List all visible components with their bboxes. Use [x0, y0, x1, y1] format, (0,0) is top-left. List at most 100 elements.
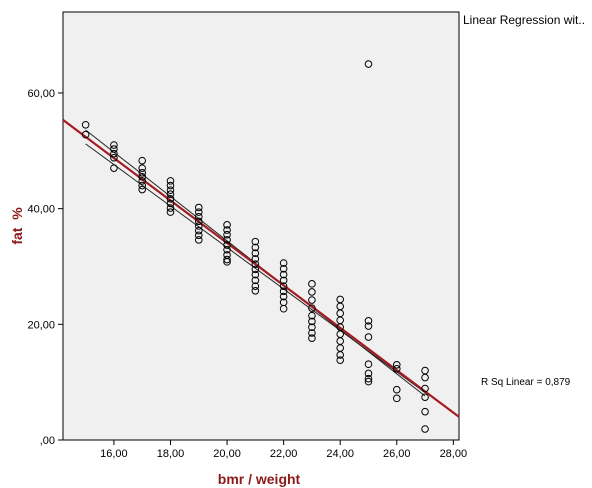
y-axis-title: fat %	[9, 207, 25, 245]
data-point	[308, 334, 316, 343]
data-point	[392, 385, 401, 394]
data-point	[364, 317, 373, 325]
data-point	[223, 221, 231, 229]
data-point	[279, 270, 288, 279]
data-point	[364, 377, 373, 386]
data-point	[308, 304, 316, 312]
data-point	[251, 260, 260, 268]
data-point	[279, 259, 288, 267]
data-point	[308, 288, 316, 296]
data-point	[251, 276, 260, 285]
data-point	[81, 130, 90, 139]
data-point	[279, 265, 288, 273]
x-tick-label: 22,00	[270, 448, 298, 460]
data-point	[223, 245, 231, 254]
data-point	[308, 296, 316, 304]
y-tick-label: 60,00	[27, 88, 55, 100]
data-point	[194, 222, 203, 230]
data-point	[251, 255, 260, 263]
data-point	[308, 323, 316, 332]
data-point	[223, 236, 231, 244]
data-point	[364, 360, 373, 369]
data-point	[251, 265, 260, 274]
data-point	[110, 141, 118, 149]
data-point	[110, 153, 118, 162]
x-tick-label: 24,00	[326, 448, 354, 460]
data-point	[251, 249, 260, 257]
data-point	[223, 230, 231, 239]
data-point	[364, 60, 373, 68]
data-point	[138, 168, 146, 177]
data-point	[308, 311, 316, 320]
data-point	[138, 156, 146, 165]
data-point	[392, 394, 401, 403]
data-point	[223, 241, 231, 249]
data-point	[194, 217, 203, 226]
data-point	[138, 177, 146, 185]
data-point	[279, 276, 288, 285]
x-tick-label: 18,00	[157, 448, 185, 460]
data-point	[166, 190, 175, 198]
data-point	[194, 208, 203, 216]
data-point	[279, 282, 288, 290]
data-point	[364, 333, 373, 341]
regression-line-group	[62, 119, 460, 418]
data-point	[251, 270, 260, 279]
regression-line	[62, 119, 460, 418]
data-point	[110, 149, 118, 158]
data-point	[194, 231, 203, 240]
r-squared-label: R Sq Linear = 0,879	[481, 377, 571, 388]
data-point	[138, 164, 146, 172]
data-point	[166, 195, 175, 203]
data-point	[194, 203, 203, 212]
data-point	[308, 329, 316, 337]
data-point	[166, 199, 175, 208]
data-point	[223, 255, 231, 264]
data-point	[392, 365, 401, 373]
data-point	[336, 356, 345, 364]
data-point	[81, 120, 90, 129]
data-point	[308, 280, 316, 288]
data-point	[110, 164, 118, 172]
data-point	[138, 185, 146, 194]
x-tick-label: 16,00	[100, 448, 128, 460]
y-tick-label: ,00	[40, 435, 55, 447]
data-point	[251, 237, 260, 246]
data-point	[421, 384, 429, 393]
y-tick-label: 20,00	[27, 319, 55, 331]
x-axis-title: bmr / weight	[218, 471, 301, 487]
data-point	[166, 181, 175, 190]
data-point	[166, 204, 175, 212]
x-tick-label: 28,00	[440, 448, 468, 460]
x-tick-label: 20,00	[213, 448, 241, 460]
y-tick-label: 40,00	[27, 204, 55, 216]
data-point	[251, 282, 260, 290]
data-point	[421, 425, 429, 433]
axes: 16,00 18,00 20,00 22,00 24,00 26,00 28,00 ,00 20…	[27, 88, 467, 460]
data-point	[364, 369, 373, 378]
data-points	[81, 60, 429, 433]
data-point	[138, 173, 146, 181]
data-point	[421, 407, 429, 416]
data-point	[166, 208, 175, 216]
legend-title: Linear Regression wit..	[463, 13, 585, 27]
data-point	[392, 361, 401, 369]
x-tick-label: 26,00	[383, 448, 411, 460]
data-point	[194, 212, 203, 221]
data-point	[194, 226, 203, 235]
data-point	[279, 292, 288, 301]
data-point	[364, 322, 373, 330]
data-point	[279, 287, 288, 296]
data-point	[421, 393, 429, 402]
data-point	[308, 317, 316, 326]
data-point	[364, 374, 373, 383]
data-point	[110, 145, 118, 153]
data-point	[223, 226, 231, 234]
data-point	[138, 181, 146, 190]
data-point	[336, 351, 345, 359]
data-point	[166, 177, 175, 185]
data-point	[251, 243, 260, 252]
data-point	[194, 236, 203, 244]
data-point	[251, 286, 260, 295]
